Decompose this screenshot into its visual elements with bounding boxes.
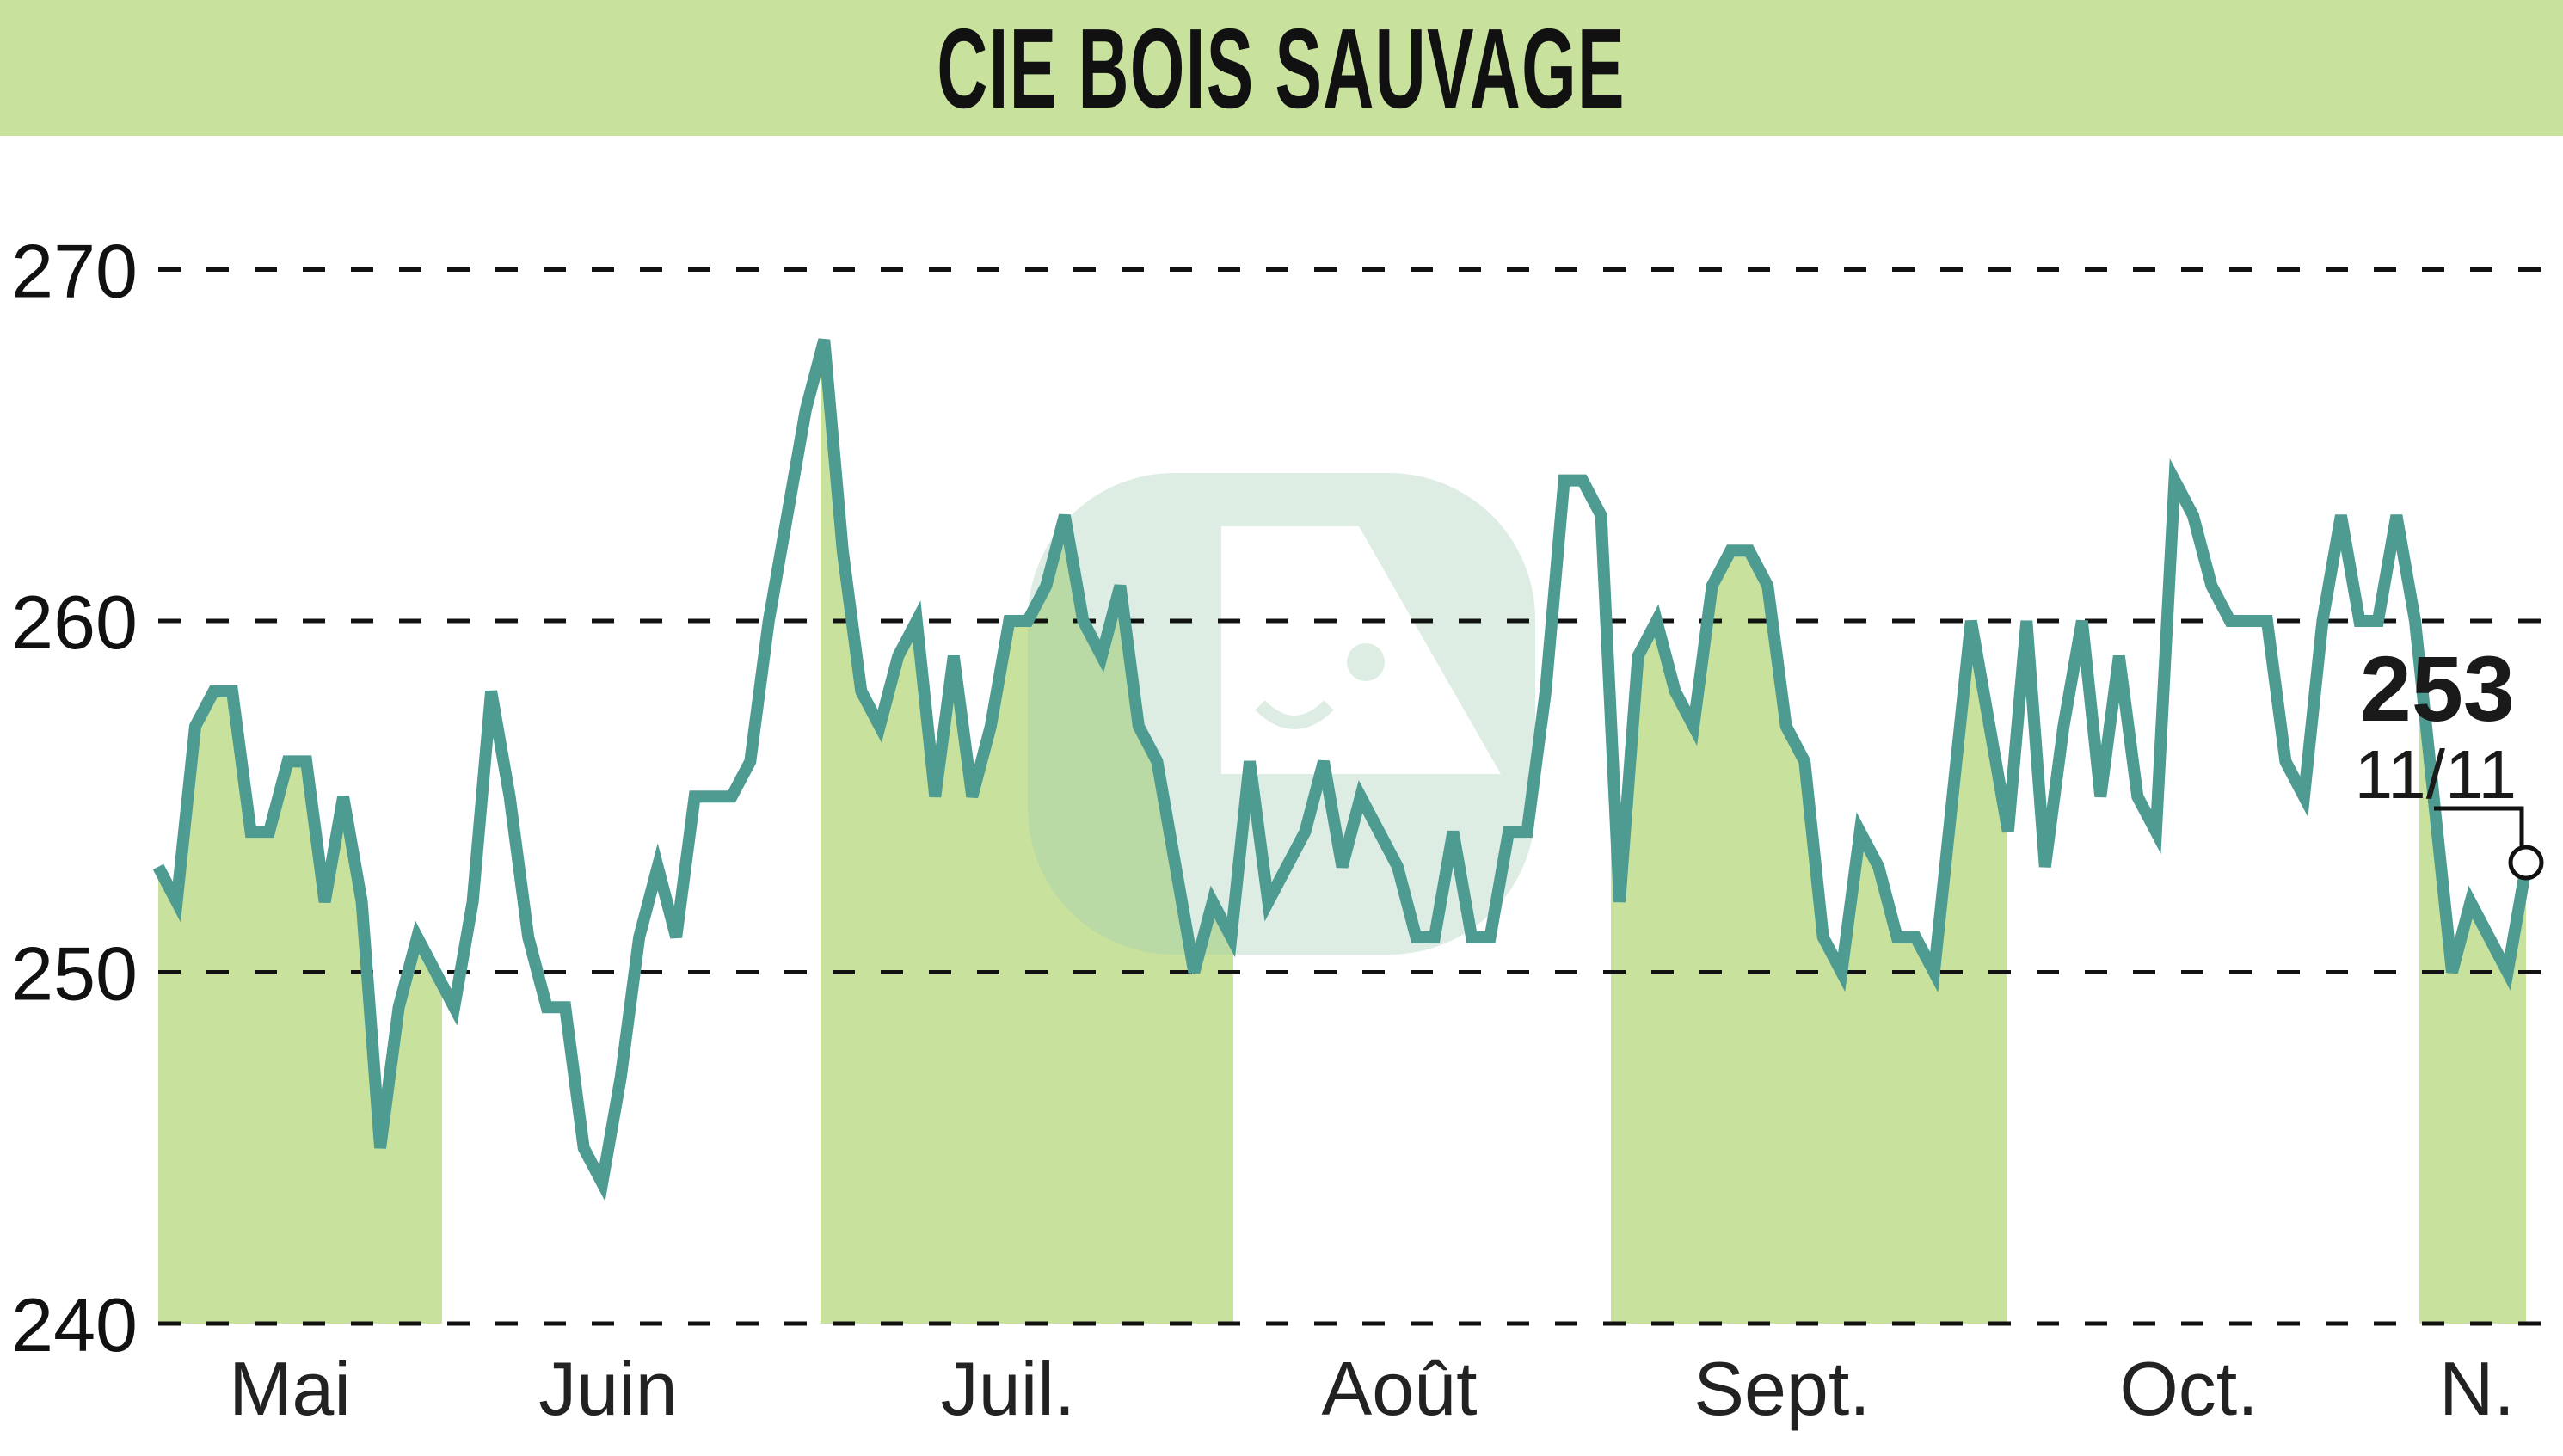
last-price-annotation: 253 11/11	[2355, 636, 2544, 881]
x-tick-label: Oct.	[2119, 1346, 2258, 1431]
last-price-date: 11/11	[2355, 736, 2517, 813]
x-tick-label: N.	[2439, 1346, 2515, 1431]
last-price-marker	[2508, 845, 2544, 881]
x-tick-label: Juil.	[941, 1346, 1076, 1431]
last-price-value: 253	[2360, 636, 2515, 740]
y-tick-label: 240	[11, 1282, 138, 1367]
annotation-leader	[2434, 806, 2524, 847]
x-tick-label: Mai	[229, 1346, 351, 1431]
chart-title-text: CIE BOIS SAUVAGE	[937, 4, 1626, 132]
title-bar	[0, 0, 2563, 136]
y-tick-label: 250	[11, 931, 138, 1017]
x-axis-labels: Mai Juin Juil. Août Sept. Oct. N.	[229, 1346, 2515, 1431]
gridlines	[158, 267, 2563, 1326]
x-tick-label: Août	[1321, 1346, 1477, 1431]
month-shade	[158, 340, 442, 1324]
y-tick-label: 260	[11, 580, 138, 665]
watermark-logo	[1028, 473, 1535, 955]
chart-title: CIE BOIS SAUVAGE	[0, 0, 2563, 136]
price-line	[152, 338, 2532, 1201]
y-axis-labels: 240 250 260 270	[11, 229, 138, 1368]
x-tick-label: Sept.	[1693, 1346, 1870, 1431]
x-tick-label: Juin	[538, 1346, 677, 1431]
y-tick-label: 270	[11, 229, 138, 314]
